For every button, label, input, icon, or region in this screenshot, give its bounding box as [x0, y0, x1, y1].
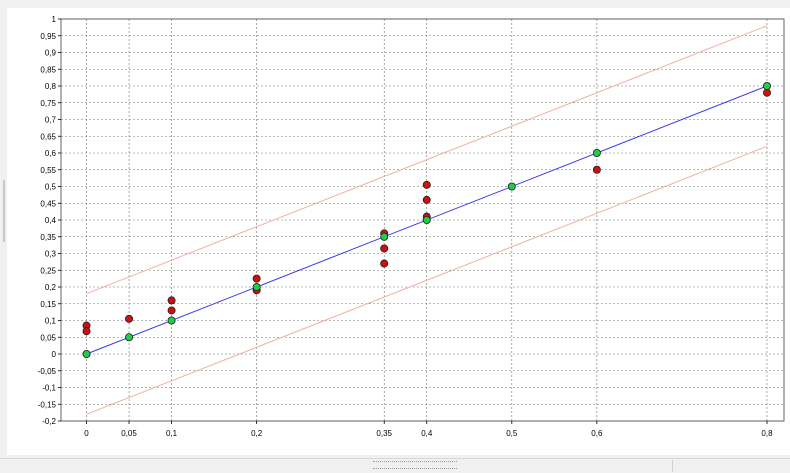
- data-point: [380, 232, 389, 241]
- y-tick-label: 0,45: [40, 199, 56, 208]
- y-tick-label: 0,5: [45, 183, 57, 192]
- y-tick-label: 0,75: [40, 99, 56, 108]
- data-point: [167, 306, 176, 315]
- y-tick-label: 0,2: [45, 283, 57, 292]
- y-tick-label: 0: [52, 350, 57, 359]
- data-point: [125, 314, 134, 323]
- data-point: [125, 333, 134, 342]
- y-tick-label: 0,1: [45, 317, 57, 326]
- data-point: [422, 215, 431, 224]
- data-point: [380, 259, 389, 268]
- data-point: [762, 82, 771, 91]
- data-point: [252, 282, 261, 291]
- data-point: [422, 195, 431, 204]
- x-tick-label: 0,1: [166, 429, 178, 438]
- y-tick-label: 0,55: [40, 166, 56, 175]
- y-tick-label: -0,05: [38, 367, 57, 376]
- data-point: [380, 244, 389, 253]
- data-point: [82, 327, 91, 336]
- scatter-chart: 1 0,95 0,9 0,85 0,8 0,75 0,7 0,65 0,6 0,55 0,5 0,45…: [38, 15, 785, 438]
- y-tick-label: 0,6: [45, 149, 57, 158]
- y-tick-label: -0,2: [42, 417, 56, 426]
- y-tick-label: 1: [52, 15, 57, 24]
- y-tick-label: 0,15: [40, 300, 56, 309]
- y-tick-label: -0,1: [42, 384, 56, 393]
- x-tick-label: 0,6: [591, 429, 603, 438]
- x-tick-label: 0,05: [121, 429, 137, 438]
- data-point: [762, 88, 771, 97]
- y-tick-label: 0,7: [45, 116, 57, 125]
- data-point: [167, 316, 176, 325]
- y-tick-label: 0,4: [45, 216, 57, 225]
- splitter-handle[interactable]: [3, 180, 5, 242]
- x-tick-label: 0,2: [251, 429, 263, 438]
- data-point: [422, 180, 431, 189]
- status-bar: [0, 458, 790, 473]
- data-point: [252, 274, 261, 283]
- y-tick-label: 0,95: [40, 32, 56, 41]
- y-tick-label: 0,85: [40, 65, 56, 74]
- x-tick-label: 0,5: [506, 429, 518, 438]
- series-line: [86, 25, 768, 295]
- data-point: [82, 349, 91, 358]
- data-point: [507, 182, 516, 191]
- y-tick-label: 0,65: [40, 132, 56, 141]
- x-tick-label: 0,8: [761, 429, 773, 438]
- y-tick-label: 0,9: [45, 49, 57, 58]
- status-separator: [672, 460, 673, 472]
- plot-panel: 1 0,95 0,9 0,85 0,8 0,75 0,7 0,65 0,6 0,55 0,5 0,45…: [7, 8, 790, 455]
- y-tick-label: 0,05: [40, 333, 56, 342]
- resize-grip[interactable]: [373, 461, 457, 469]
- x-tick-label: 0,35: [376, 429, 392, 438]
- data-point: [592, 165, 601, 174]
- y-tick-label: 0,35: [40, 233, 56, 242]
- y-tick-label: 0,8: [45, 82, 57, 91]
- y-tick-label: 0,3: [45, 250, 57, 259]
- x-tick-label: 0,4: [421, 429, 433, 438]
- data-point: [592, 148, 601, 157]
- data-point: [167, 296, 176, 305]
- y-tick-label: 0,25: [40, 266, 56, 275]
- x-tick-label: 0: [84, 429, 89, 438]
- series-line: [86, 145, 768, 415]
- y-tick-label: -0,15: [38, 400, 57, 409]
